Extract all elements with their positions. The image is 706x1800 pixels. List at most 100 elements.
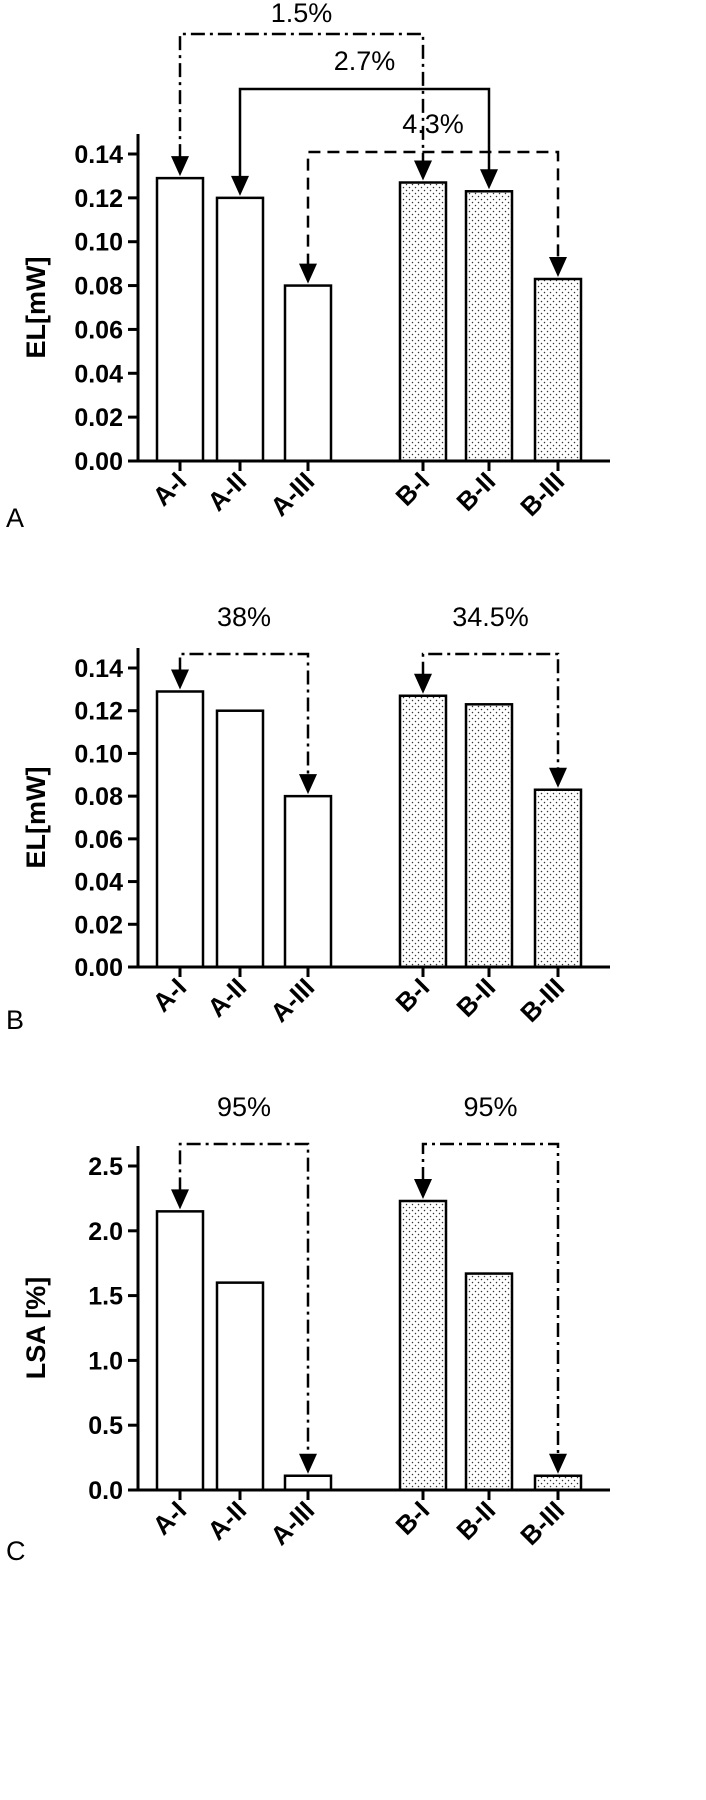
annotation-line (238, 87, 491, 178)
x-tick-label-A-II: A-II (201, 466, 252, 517)
bar-B-I (398, 694, 448, 969)
bar-B-I (398, 181, 448, 463)
annotation-0-3: 1.5% (171, 0, 432, 181)
x-tick-label-B-II: B-II (450, 1495, 501, 1546)
y-tick-label: 0.06 (74, 826, 123, 854)
y-tick-label: 0.00 (74, 954, 123, 982)
x-tick-label-B-I: B-I (390, 972, 436, 1018)
panel-letter: B (6, 1005, 24, 1035)
y-tick-label: 0.14 (74, 141, 123, 169)
x-tick-label-A-I: A-I (147, 972, 193, 1018)
arrow-head (414, 673, 432, 694)
y-tick-label: 0.08 (74, 273, 123, 301)
y-tick-label: 0.00 (74, 448, 123, 476)
y-axis-title: LSA [%] (21, 1277, 51, 1380)
y-tick-label: 0.0 (88, 1477, 123, 1505)
arrow-head (231, 175, 249, 196)
annotation-label: 95% (463, 1092, 517, 1122)
y-tick-label: 2.5 (88, 1153, 123, 1181)
arrow-head (414, 160, 432, 181)
bar-A-III (283, 1474, 333, 1492)
bar-B-II (464, 703, 514, 969)
annotation-3-5: 34.5% (414, 602, 567, 788)
annotation-0-2: 38% (171, 602, 317, 795)
bar-B-II (464, 1272, 514, 1492)
annotation-line (178, 1142, 310, 1456)
y-tick-label: 1.5 (88, 1283, 123, 1311)
bar-A-III (283, 794, 333, 969)
y-tick-label: 0.10 (74, 740, 123, 768)
annotation-2-5: 4.3% (299, 109, 567, 284)
x-tick-label-B-III: B-III (514, 1495, 570, 1551)
panel-letter: A (6, 503, 24, 533)
bar-B-III (533, 277, 583, 463)
annotation-label: 95% (217, 1092, 271, 1122)
annotation-3-5: 95% (414, 1092, 567, 1474)
y-tick-label: 0.04 (74, 869, 123, 897)
annotation-line (178, 652, 310, 777)
annotation-0-2: 95% (171, 1092, 317, 1474)
arrow-head (549, 256, 567, 277)
arrow-head (299, 1453, 317, 1474)
y-tick-label: 0.10 (74, 229, 123, 257)
arrow-head (549, 767, 567, 788)
annotation-line (421, 1142, 560, 1456)
bar-A-II (215, 1281, 265, 1492)
bar-A-I (155, 690, 205, 969)
arrow-head (171, 1189, 189, 1210)
y-tick-label: 0.04 (74, 360, 123, 388)
bar-A-I (155, 1210, 205, 1492)
bar-A-II (215, 709, 265, 969)
y-axis-title: EL[mW] (21, 257, 51, 359)
arrow-head (171, 156, 189, 177)
y-tick-label: 0.5 (88, 1412, 123, 1440)
arrow-head (480, 169, 498, 190)
y-tick-label: 0.08 (74, 783, 123, 811)
bar-A-III (283, 284, 333, 463)
panel-A: 0.000.020.040.060.080.100.120.14A-I A-II A… (6, 0, 610, 533)
annotation-label: 1.5% (271, 0, 333, 28)
annotation-line (421, 652, 560, 770)
annotation-1-4: 2.7% (231, 46, 498, 196)
y-tick-label: 2.0 (88, 1218, 123, 1246)
bar-A-II (215, 196, 265, 463)
bar-B-I (398, 1199, 448, 1492)
annotation-label: 34.5% (452, 602, 529, 632)
x-tick-label-A-III: A-III (264, 1495, 320, 1551)
arrow-head (171, 669, 189, 690)
x-tick-label-B-III: B-III (514, 466, 570, 522)
annotation-label: 2.7% (334, 46, 396, 76)
x-tick-label-B-II: B-II (450, 972, 501, 1023)
y-tick-label: 0.12 (74, 185, 123, 213)
x-tick-label-A-I: A-I (147, 466, 193, 512)
bar-B-II (464, 190, 514, 463)
x-tick-label-A-II: A-II (201, 1495, 252, 1546)
annotation-line (178, 32, 425, 163)
bar-B-III (533, 788, 583, 969)
panel-letter: C (6, 1536, 26, 1566)
bar-B-III (533, 1474, 583, 1492)
annotation-line (306, 150, 560, 266)
arrow-head (414, 1178, 432, 1199)
x-tick-label-B-I: B-I (390, 466, 436, 512)
y-tick-label: 0.12 (74, 698, 123, 726)
arrow-head (299, 774, 317, 795)
arrow-head (549, 1453, 567, 1474)
panel-C: 0.0 0.5 1.0 1.5 2.0 2.5 A-I A-II A-III B-I B-II B-I… (6, 1092, 610, 1566)
y-tick-label: 0.02 (74, 404, 123, 432)
x-tick-label-A-I: A-I (147, 1495, 193, 1541)
y-axis-title: EL[mW] (21, 767, 51, 869)
x-tick-label-B-III: B-III (514, 972, 570, 1028)
y-tick-label: 1.0 (88, 1347, 123, 1375)
arrow-head (299, 263, 317, 284)
y-tick-label: 0.02 (74, 911, 123, 939)
x-tick-label-B-II: B-II (450, 466, 501, 517)
x-tick-label-A-III: A-III (264, 466, 320, 522)
x-tick-label-A-III: A-III (264, 972, 320, 1028)
y-tick-label: 0.14 (74, 655, 123, 683)
annotation-label: 38% (217, 602, 271, 632)
annotation-label: 4.3% (402, 109, 464, 139)
bar-A-I (155, 176, 205, 463)
y-tick-label: 0.06 (74, 316, 123, 344)
